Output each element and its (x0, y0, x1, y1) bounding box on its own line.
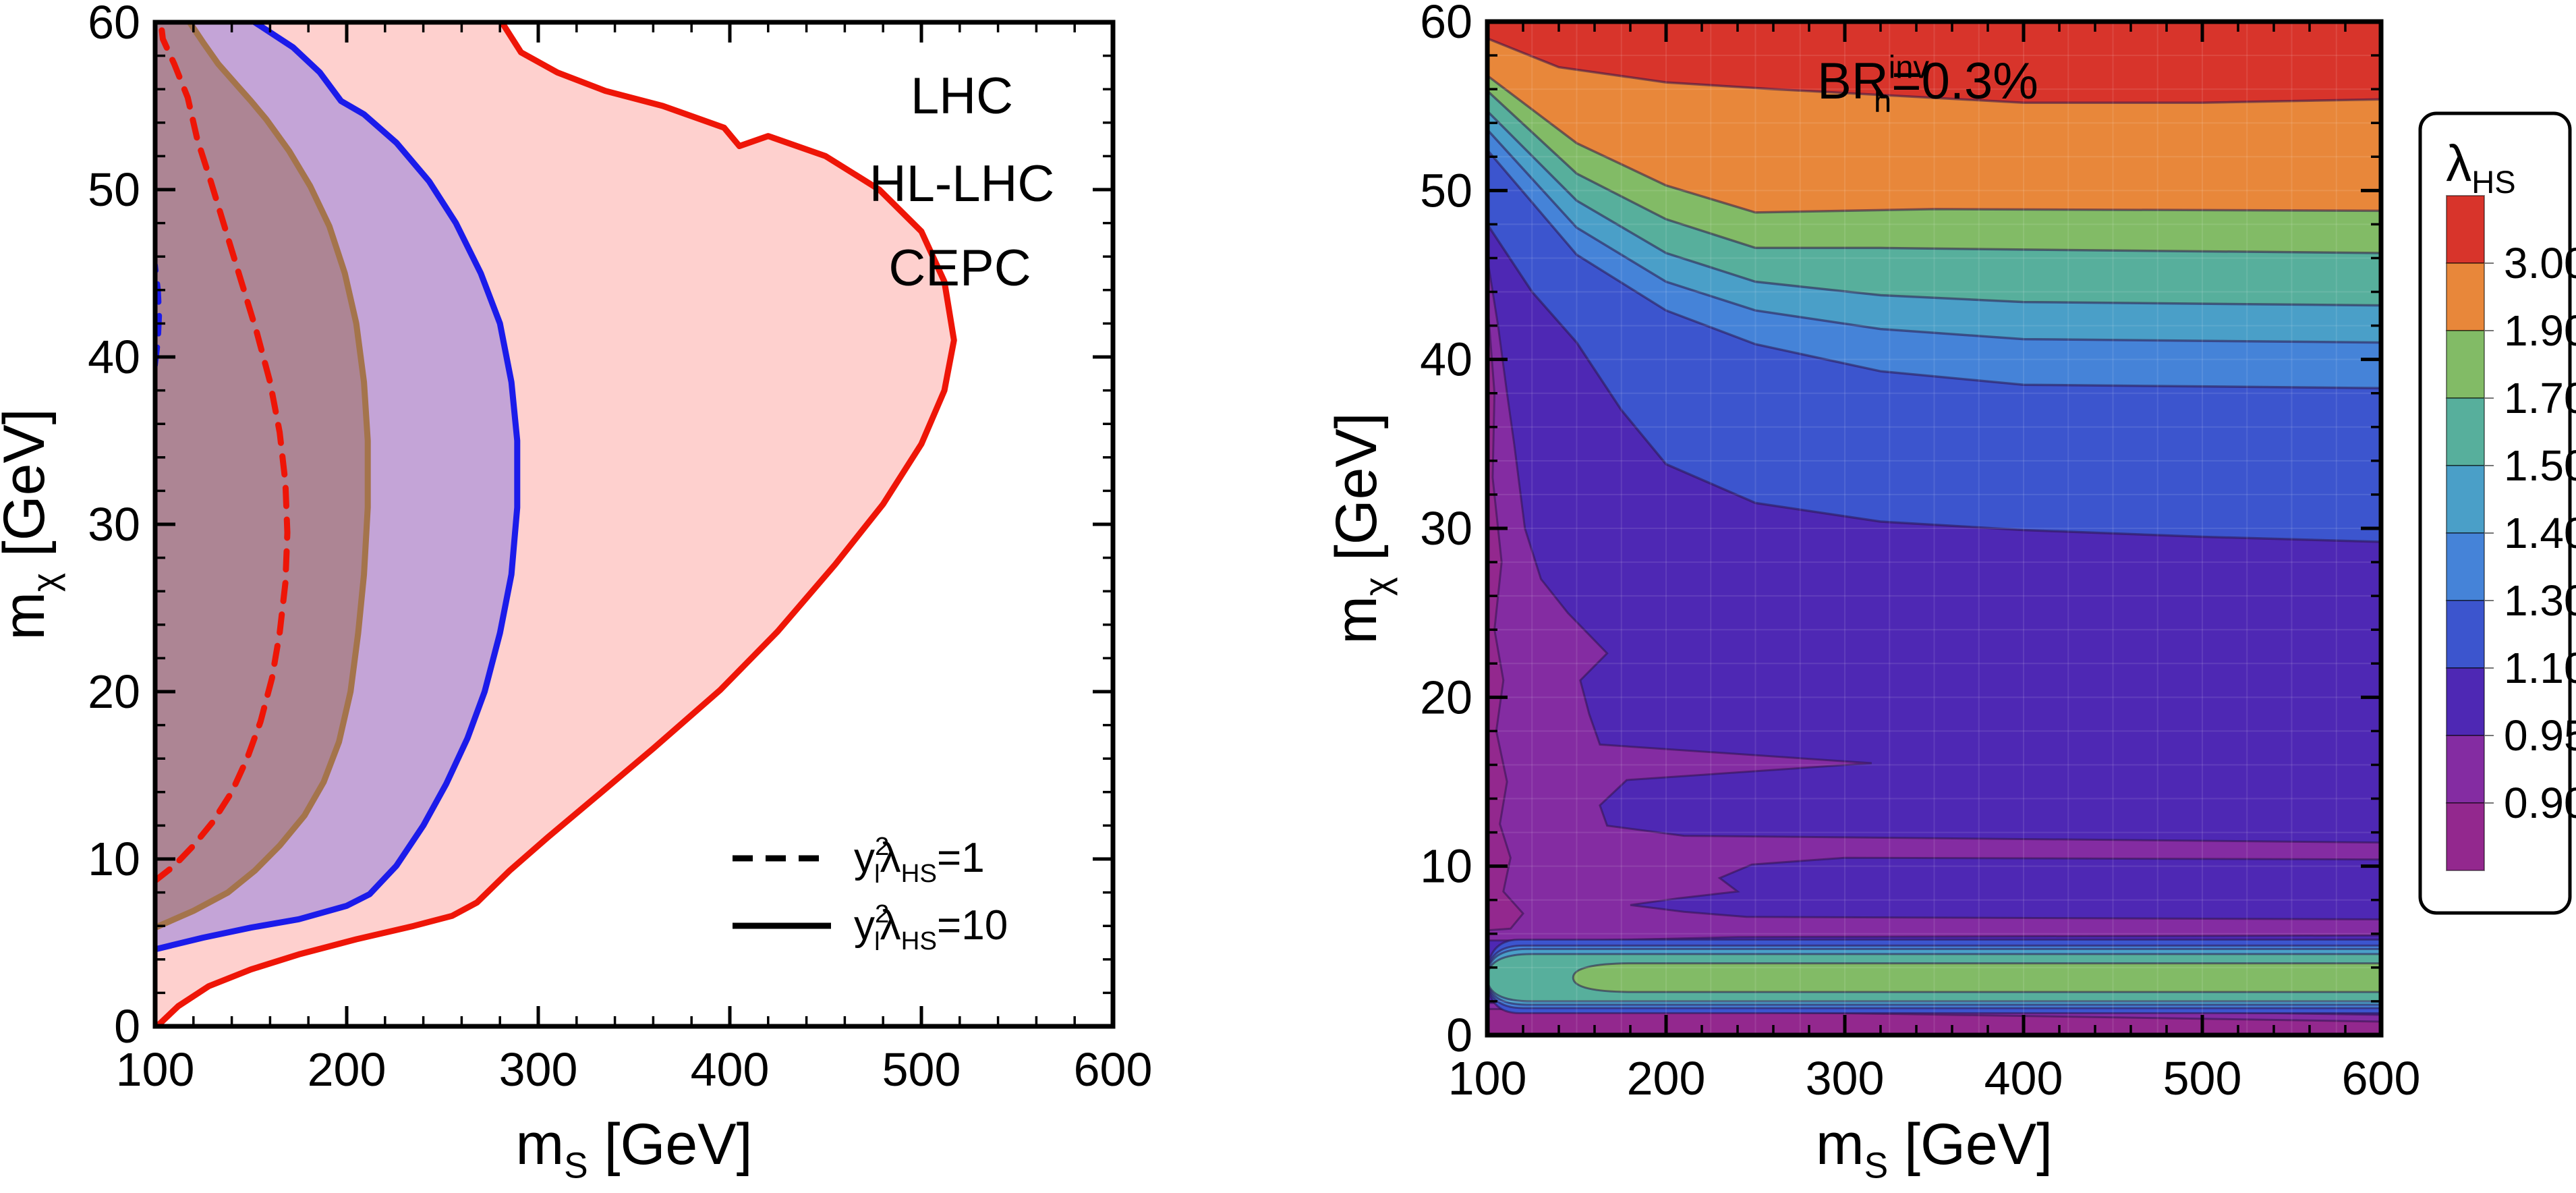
y-axis-label: mχ [GeV] (0, 408, 66, 640)
left-exclusion-plot: 100 200 300 400 500 600 0 10 20 30 40 50 60 mS [GeV] m… (0, 0, 1152, 1186)
colorbar-swatch (2446, 802, 2485, 871)
colorbar-swatch (2446, 195, 2485, 264)
x-tick-label: 100 (116, 1043, 195, 1096)
colorbar-swatch (2446, 667, 2485, 736)
y-tick-label: 10 (88, 833, 140, 885)
colorbar-title: λHS (2446, 135, 2515, 200)
x-tick-label: 600 (2342, 1052, 2421, 1105)
y-tick-label: 40 (1420, 333, 1472, 386)
colorbar-swatch (2446, 532, 2485, 601)
x-tick-label: 200 (308, 1043, 387, 1096)
x-tick-label: 600 (1074, 1043, 1153, 1096)
x-tick-label: 500 (882, 1043, 961, 1096)
x-tick-label: 400 (1984, 1052, 2063, 1105)
y-tick-label: 30 (88, 498, 140, 551)
colorbar-level-label: 0.95 (2504, 711, 2576, 760)
y-tick-label: 60 (88, 0, 140, 49)
colorbar-swatch (2446, 465, 2485, 534)
line-style-label: y2 lλHS=10 (854, 899, 1008, 956)
y-tick-label: 50 (88, 163, 140, 216)
colorbar-level-label: 1.30 (2504, 576, 2576, 625)
x-tick-label: 200 (1627, 1052, 1706, 1105)
legend-entry-hl-lhc: HL-LHC (869, 155, 1055, 213)
y-tick-label: 50 (1420, 164, 1472, 217)
region-fill (155, 22, 368, 928)
y-tick-label: 0 (1446, 1009, 1472, 1061)
colorbar-level-label: 1.50 (2504, 441, 2576, 490)
plot-title-br-inv: BRinv h=0.3% (1817, 49, 2038, 119)
colorbar-level-label: 1.10 (2504, 644, 2576, 692)
y-tick-label: 40 (88, 331, 140, 383)
colorbar-swatch (2446, 330, 2485, 399)
x-tick-label: 300 (499, 1043, 578, 1096)
colorbar-level-label: 1.40 (2504, 509, 2576, 557)
colorbar-level-label: 1.90 (2504, 306, 2576, 355)
contour-field (1487, 22, 2381, 1035)
colorbar-level-label: 3.00 (2504, 239, 2576, 287)
colorbar-swatch (2446, 735, 2485, 804)
y-tick-label: 20 (88, 665, 140, 718)
y-tick-label: 20 (1420, 671, 1472, 723)
y-tick-label: 0 (114, 1000, 140, 1053)
contour-curve (155, 22, 371, 931)
line-style-label: y2 lλHS=1 (854, 832, 985, 889)
colorbar-swatch (2446, 262, 2485, 331)
colorbar-swatch (2446, 397, 2485, 466)
x-axis-label: mS [GeV] (1816, 1112, 2053, 1186)
colorbar-level-label: 1.70 (2504, 374, 2576, 422)
y-axis-label: mχ [GeV] (1324, 412, 1398, 644)
region-fill (155, 22, 954, 1026)
lambda-hs-colorbar-legend: λHS 3.00 1.90 1.70 1.50 1.40 1.30 1.10 0.95 0.90 (2418, 111, 2576, 915)
legend-entry-cepc: CEPC (888, 240, 1031, 297)
colorbar-swatch (2446, 600, 2485, 669)
region-fill (155, 22, 517, 949)
x-tick-label: 300 (1806, 1052, 1885, 1105)
right-filled-contour-plot: 100 200 300 400 500 600 0 10 20 30 40 50 60 mS [GeV] m… (1324, 0, 2420, 1186)
contour-curve (155, 22, 521, 953)
y-tick-label: 10 (1420, 840, 1472, 893)
x-tick-label: 100 (1448, 1052, 1527, 1105)
x-tick-label: 400 (691, 1043, 770, 1096)
y-tick-label: 60 (1420, 0, 1472, 48)
y-tick-label: 30 (1420, 502, 1472, 555)
contour-curve (155, 22, 291, 884)
x-tick-label: 500 (2163, 1052, 2242, 1105)
colorbar-level-label: 0.90 (2504, 779, 2576, 827)
contour-curve (155, 22, 957, 1026)
legend-entry-lhc: LHC (911, 67, 1013, 125)
x-axis-label: mS [GeV] (516, 1112, 753, 1186)
